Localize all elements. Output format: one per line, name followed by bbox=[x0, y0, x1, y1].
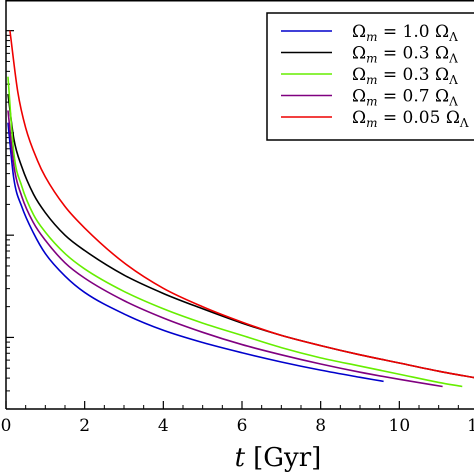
x-tick-label: 2 bbox=[79, 416, 90, 436]
legend-label-4: Ωm = 0.7 ΩΛ bbox=[352, 87, 458, 109]
x-tick-label: 12 bbox=[467, 416, 474, 436]
legend-box bbox=[266, 12, 474, 141]
series-line-4 bbox=[7, 110, 443, 388]
x-tick-label: 8 bbox=[315, 416, 326, 436]
legend-label-1: Ωm = 1.0 ΩΛ bbox=[352, 22, 458, 44]
series-line-1 bbox=[7, 122, 384, 383]
x-tick-label: 10 bbox=[389, 416, 411, 436]
legend-label-5: Ωm = 0.05 ΩΛ bbox=[352, 108, 469, 130]
x-axis-label-var: t bbox=[235, 443, 246, 473]
legend-label-3: Ωm = 0.3 ΩΛ bbox=[352, 65, 458, 87]
x-axis-label-unit: [Gyr] bbox=[253, 443, 321, 473]
x-tick-label: 4 bbox=[158, 416, 169, 436]
series-line-5 bbox=[9, 30, 474, 379]
x-tick-label: 6 bbox=[237, 416, 248, 436]
y-axis-ticks bbox=[6, 30, 14, 410]
series-layer bbox=[7, 30, 474, 388]
series-line-3 bbox=[7, 76, 463, 388]
x-axis-label: t [Gyr] bbox=[235, 443, 322, 473]
x-axis-ticks: 0 2 4 6 8 10 12 bbox=[1, 401, 474, 436]
legend-label-2: Ωm = 0.3 ΩΛ bbox=[352, 44, 458, 66]
x-tick-label: 0 bbox=[1, 416, 12, 436]
